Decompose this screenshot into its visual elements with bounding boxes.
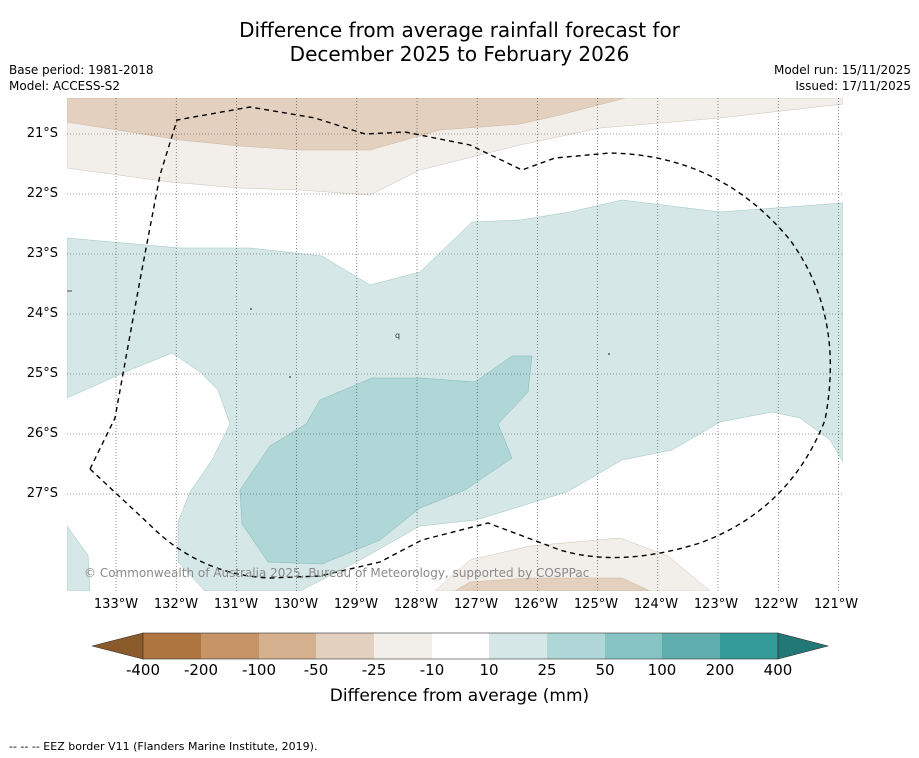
- island-dot: [608, 353, 610, 355]
- base-period: Base period: 1981-2018: [9, 63, 154, 77]
- island-dot: [289, 376, 291, 378]
- lat-label: 27°S: [26, 486, 58, 501]
- gridlines: [67, 98, 843, 591]
- colorbar-bin: [489, 633, 547, 659]
- colorbar-label: -100: [241, 661, 277, 679]
- colorbar-bin: [547, 633, 605, 659]
- wet-region-southwest: [67, 525, 91, 591]
- title-line-2: December 2025 to February 2026: [289, 42, 630, 66]
- colorbar-bin: [720, 633, 778, 659]
- title-line-1: Difference from average rainfall forecas…: [239, 18, 680, 42]
- colorbar-bin: [374, 633, 432, 659]
- colorbar-arrow-left: [91, 632, 144, 660]
- dry-region-medium-south: [454, 577, 651, 591]
- lat-label: 25°S: [26, 366, 58, 381]
- meta-left: Base period: 1981-2018 Model: ACCESS-S2: [9, 62, 154, 94]
- lat-label: 23°S: [26, 246, 58, 261]
- colorbar-bin: [432, 633, 489, 659]
- island-dot: [250, 308, 252, 310]
- model-name: Model: ACCESS-S2: [9, 79, 121, 93]
- footnote: -- -- -- EEZ border V11 (Flanders Marine…: [9, 740, 318, 753]
- dry-region-light-south: [434, 537, 711, 591]
- lon-label: 125°W: [573, 597, 619, 612]
- wet-region-25-50: [239, 355, 533, 565]
- colorbar-outline: [142, 632, 779, 660]
- colorbar-bin: [143, 633, 201, 659]
- lon-label: 123°W: [693, 597, 739, 612]
- colorbar-label: 400: [763, 661, 793, 679]
- colorbar-bin: [201, 633, 259, 659]
- colorbar-bin: [605, 633, 662, 659]
- lon-label: 128°W: [393, 597, 439, 612]
- colorbar-label: 50: [595, 661, 615, 679]
- colorbar-label: 25: [537, 661, 557, 679]
- lon-label: 132°W: [153, 597, 199, 612]
- lon-label: 124°W: [633, 597, 679, 612]
- colorbar-label: 200: [705, 661, 735, 679]
- colorbar-label: -50: [303, 661, 329, 679]
- chart-title: Difference from average rainfall forecas…: [0, 18, 919, 66]
- colorbar-arrow-right: [777, 632, 830, 660]
- lon-label: 127°W: [453, 597, 499, 612]
- colorbar-label: 100: [647, 661, 677, 679]
- rainfall-map: q: [67, 98, 843, 591]
- lon-label: 129°W: [333, 597, 379, 612]
- lat-label: 21°S: [26, 126, 58, 141]
- lat-label: 22°S: [26, 186, 58, 201]
- model-run: Model run: 15/11/2025: [773, 63, 911, 77]
- copyright-text: © Commonwealth of Australia 2025, Bureau…: [84, 566, 590, 580]
- lon-label: 121°W: [813, 597, 859, 612]
- lon-label: 122°W: [753, 597, 799, 612]
- colorbar-label: -25: [361, 661, 387, 679]
- colorbar-title: Difference from average (mm): [329, 686, 590, 706]
- lon-label: 131°W: [213, 597, 259, 612]
- eez-border: [89, 106, 832, 579]
- issued-date: Issued: 17/11/2025: [795, 79, 911, 93]
- colorbar-bin: [662, 633, 720, 659]
- lon-label: 126°W: [513, 597, 559, 612]
- colorbar-label: -200: [183, 661, 219, 679]
- lon-label: 130°W: [273, 597, 319, 612]
- lat-label: 24°S: [26, 306, 58, 321]
- meta-right: Model run: 15/11/2025 Issued: 17/11/2025: [774, 62, 911, 94]
- lon-label: 133°W: [93, 597, 139, 612]
- colorbar-label: -10: [419, 661, 445, 679]
- colorbar-bins: [143, 633, 778, 659]
- colorbar-label: 10: [479, 661, 499, 679]
- colorbar-bin: [259, 633, 316, 659]
- island-marker: q: [395, 331, 400, 340]
- colorbar-bin: [316, 633, 374, 659]
- lat-label: 26°S: [26, 426, 58, 441]
- colorbar-label: -400: [125, 661, 161, 679]
